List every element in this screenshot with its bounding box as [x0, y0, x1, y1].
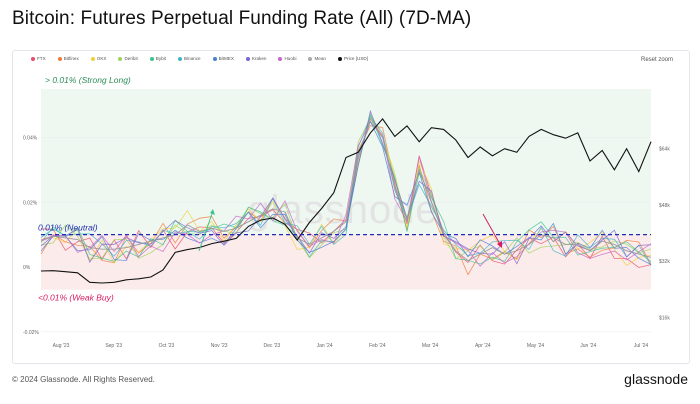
legend-item-deribit[interactable]: Deribit — [118, 56, 138, 61]
series-line-bitmex — [40, 120, 652, 265]
y-right-tick-label: $64k — [659, 147, 670, 153]
chart-title: Bitcoin: Futures Perpetual Funding Rate … — [12, 8, 472, 29]
legend-swatch — [177, 56, 182, 61]
legend-swatch — [337, 56, 342, 61]
legend-label: FTX — [37, 56, 46, 61]
footer-copyright: © 2024 Glassnode. All Rights Reserved. — [12, 375, 155, 384]
chart-svg[interactable]: -0.02% 0% 0.02% 0.04% $16k $32k $48k $64k Aug '2… — [13, 51, 689, 363]
legend-swatch — [149, 56, 154, 61]
legend-item-bybit[interactable]: Bybit — [149, 56, 166, 61]
x-tick-label: Jan '24 — [317, 343, 333, 349]
legend-label: Bybit — [155, 56, 166, 61]
y-right-tick-label: $32k — [659, 259, 670, 265]
legend-label: Price [USD] — [343, 56, 368, 61]
reset-zoom-button[interactable]: Reset zoom — [640, 57, 673, 63]
legend-item-huobi[interactable]: Huobi — [278, 56, 296, 61]
x-tick-label: Feb '24 — [369, 343, 386, 349]
legend-swatch — [31, 56, 35, 61]
x-tick-label: Dec '23 — [264, 343, 281, 349]
legend-swatch — [212, 56, 217, 61]
arrow-green — [198, 210, 214, 252]
legend-item-okx[interactable]: OKX — [90, 56, 107, 61]
series-line-price — [40, 118, 652, 284]
y-left-tick-label: 0% — [23, 265, 31, 271]
series-line-huobi — [40, 121, 652, 267]
x-tick-label: May '24 — [527, 343, 545, 349]
legend-swatch — [278, 56, 283, 61]
weak-buy-zone — [41, 234, 651, 290]
chart-panel: FTX Bitfinex OKX Deribit Bybit Binance BitMEX K… — [12, 50, 690, 364]
legend-swatch — [90, 56, 95, 61]
y-right-tick-label: $48k — [659, 203, 670, 209]
legend-label: Mean — [314, 56, 326, 61]
y-left-tick-label: 0.04% — [23, 136, 38, 142]
arrow-red — [482, 213, 502, 247]
annotation-neutral: 0.01% (Neutral) — [38, 223, 98, 233]
y-left-tick-label: 0.02% — [23, 200, 38, 206]
x-tick-label: Nov '23 — [211, 343, 228, 349]
glassnode-logo[interactable]: glassnode — [624, 371, 688, 387]
strong-long-zone — [41, 89, 651, 235]
legend-label: OKX — [96, 56, 107, 61]
legend-item-bitfinex[interactable]: Bitfinex — [57, 56, 79, 61]
legend-item-kraken[interactable]: Kraken — [245, 56, 267, 61]
legend-swatch — [118, 56, 123, 61]
annotation-weak-buy: <0.01% (Weak Buy) — [38, 293, 114, 303]
legend-label: Kraken — [251, 56, 267, 61]
arrow-red-head — [497, 241, 502, 248]
x-tick-label: Sep '23 — [105, 343, 122, 349]
legend-swatch — [308, 56, 313, 61]
legend-item-ftx[interactable]: FTX — [31, 56, 46, 61]
legend-swatch — [245, 56, 250, 61]
x-tick-label: Mar '24 — [422, 343, 439, 349]
legend-item-binance[interactable]: Binance — [177, 56, 201, 61]
legend-label: Bitfinex — [63, 56, 79, 61]
x-tick-label: Jul '24 — [634, 343, 649, 349]
legend-label: Deribit — [124, 56, 138, 61]
series-line-mean — [40, 120, 652, 262]
x-tick-label: Jun '24 — [580, 343, 596, 349]
legend-label: BitMEX — [218, 56, 234, 61]
legend-item-price-usd[interactable]: Price [USD] — [337, 56, 368, 61]
x-tick-label: Aug '23 — [53, 343, 70, 349]
legend-item-bitmex[interactable]: BitMEX — [212, 56, 234, 61]
legend-item-mean[interactable]: Mean — [308, 56, 326, 61]
legend-label: Huobi — [284, 56, 297, 61]
chart-legend: FTX Bitfinex OKX Deribit Bybit Binance BitMEX K… — [31, 56, 368, 61]
legend-swatch — [57, 56, 62, 61]
x-tick-label: Oct '23 — [159, 343, 175, 349]
legend-label: Binance — [183, 56, 201, 61]
y-right-tick-label: $16k — [659, 315, 670, 321]
annotation-strong-long: > 0.01% (Strong Long) — [45, 75, 131, 85]
x-tick-label: Apr '24 — [475, 343, 491, 349]
arrow-green-head — [210, 209, 215, 215]
y-left-tick-label: -0.02% — [23, 330, 39, 336]
